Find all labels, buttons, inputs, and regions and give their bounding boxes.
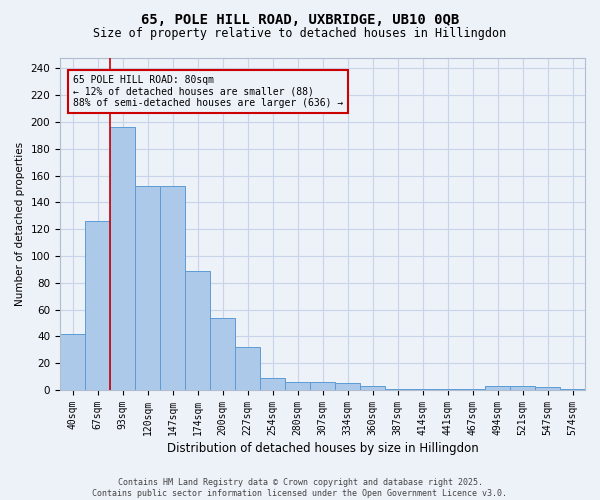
Bar — [160, 186, 185, 390]
Text: Contains HM Land Registry data © Crown copyright and database right 2025.
Contai: Contains HM Land Registry data © Crown c… — [92, 478, 508, 498]
Text: 65 POLE HILL ROAD: 80sqm
← 12% of detached houses are smaller (88)
88% of semi-d: 65 POLE HILL ROAD: 80sqm ← 12% of detach… — [73, 75, 343, 108]
Bar — [235, 347, 260, 390]
Text: 65, POLE HILL ROAD, UXBRIDGE, UB10 0QB: 65, POLE HILL ROAD, UXBRIDGE, UB10 0QB — [141, 12, 459, 26]
Bar — [485, 386, 510, 390]
Bar — [385, 388, 410, 390]
Bar — [335, 384, 360, 390]
Bar — [210, 318, 235, 390]
Text: Size of property relative to detached houses in Hillingdon: Size of property relative to detached ho… — [94, 28, 506, 40]
X-axis label: Distribution of detached houses by size in Hillingdon: Distribution of detached houses by size … — [167, 442, 478, 455]
Bar — [510, 386, 535, 390]
Bar — [260, 378, 285, 390]
Bar — [535, 388, 560, 390]
Bar — [560, 388, 585, 390]
Bar — [310, 382, 335, 390]
Bar — [110, 127, 135, 390]
Bar — [60, 334, 85, 390]
Bar — [435, 388, 460, 390]
Bar — [135, 186, 160, 390]
Bar — [185, 270, 210, 390]
Bar — [460, 388, 485, 390]
Y-axis label: Number of detached properties: Number of detached properties — [15, 142, 25, 306]
Bar — [285, 382, 310, 390]
Bar — [85, 221, 110, 390]
Bar — [360, 386, 385, 390]
Bar — [410, 388, 435, 390]
